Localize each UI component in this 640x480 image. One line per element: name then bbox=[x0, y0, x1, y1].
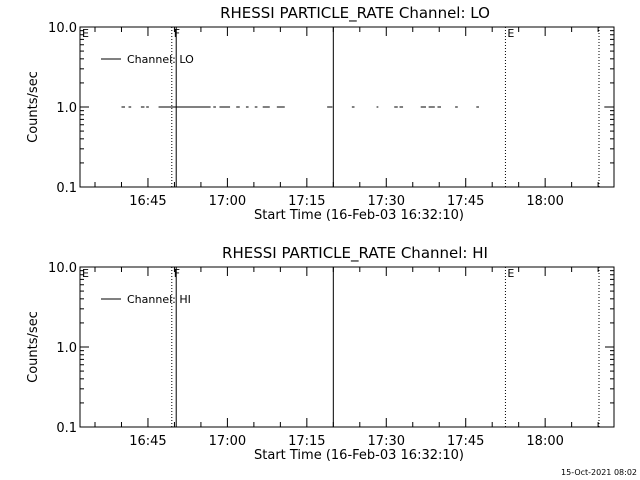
y-axis-label: Counts/sec bbox=[26, 71, 41, 143]
annotation-label: E bbox=[507, 27, 514, 40]
panels: RHESSI PARTICLE_RATE Channel: LO 0.1 1.0 10… bbox=[26, 4, 615, 463]
annotation-label: F bbox=[174, 267, 180, 280]
y-tick-label: 1.0 bbox=[56, 101, 77, 116]
x-tick-label: 17:15 bbox=[288, 434, 325, 449]
chart-panel-0: RHESSI PARTICLE_RATE Channel: LO 0.1 1.0 10… bbox=[26, 4, 615, 223]
legend-label: Channel: LO bbox=[127, 53, 194, 66]
y-tick-label: 10.0 bbox=[48, 261, 77, 276]
legend-label: Channel: HI bbox=[127, 293, 191, 306]
x-tick-label: 18:00 bbox=[526, 434, 563, 449]
y-tick-label: 0.1 bbox=[56, 421, 77, 436]
x-tick-label: 17:45 bbox=[447, 194, 484, 209]
annotation-label: E bbox=[82, 27, 89, 40]
x-tick-label: 17:00 bbox=[209, 194, 246, 209]
chart-panel-1: RHESSI PARTICLE_RATE Channel: HI 0.1 1.0 10… bbox=[26, 244, 615, 463]
x-tick-label: 16:45 bbox=[129, 434, 166, 449]
x-tick-label: 17:30 bbox=[368, 434, 405, 449]
x-axis-label: Start Time (16-Feb-03 16:32:10) bbox=[254, 448, 464, 463]
x-tick-label: 18:00 bbox=[526, 194, 563, 209]
y-tick-label: 0.1 bbox=[56, 181, 77, 196]
y-axis-label: Counts/sec bbox=[26, 311, 41, 383]
annotation-label: F bbox=[174, 27, 180, 40]
x-tick-label: 17:15 bbox=[288, 194, 325, 209]
annotation-label: E bbox=[507, 267, 514, 280]
annotation-label: E bbox=[82, 267, 89, 280]
chart-title: RHESSI PARTICLE_RATE Channel: LO bbox=[220, 4, 490, 23]
x-tick-label: 17:45 bbox=[447, 434, 484, 449]
chart-title: RHESSI PARTICLE_RATE Channel: HI bbox=[222, 244, 488, 263]
x-axis-label: Start Time (16-Feb-03 16:32:10) bbox=[254, 208, 464, 223]
x-tick-label: 17:30 bbox=[368, 194, 405, 209]
x-tick-label: 16:45 bbox=[129, 194, 166, 209]
y-tick-label: 1.0 bbox=[56, 341, 77, 356]
x-tick-label: 17:00 bbox=[209, 434, 246, 449]
footer-timestamp: 15-Oct-2021 08:02 bbox=[561, 468, 637, 477]
y-tick-label: 10.0 bbox=[48, 21, 77, 36]
